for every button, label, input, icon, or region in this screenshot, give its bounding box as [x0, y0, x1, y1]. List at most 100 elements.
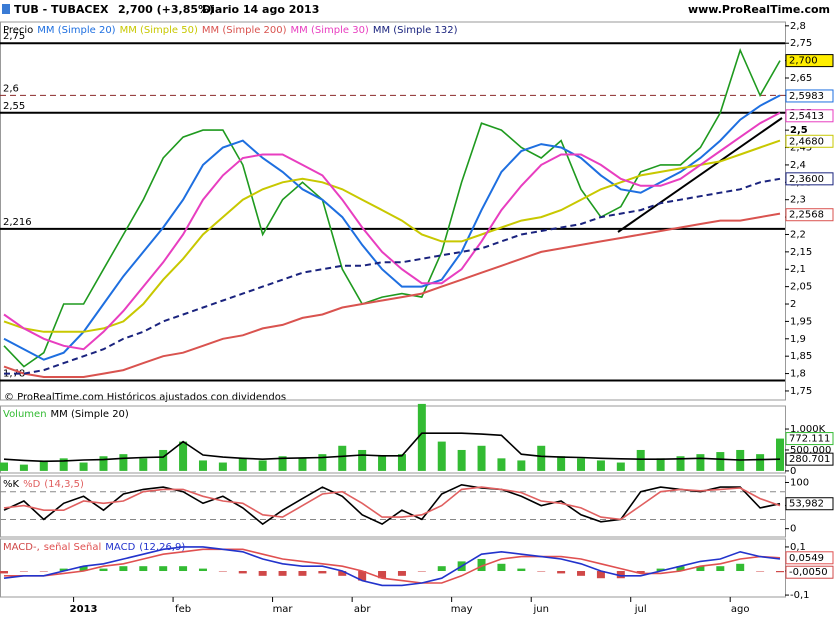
level-label: 2,6: [3, 83, 19, 94]
y-tick-label: 2,1: [790, 264, 806, 275]
bar: [616, 571, 625, 579]
bar: [517, 568, 526, 572]
bar: [537, 571, 546, 572]
legend-entry: señal Señal: [44, 542, 102, 553]
bar: [298, 458, 307, 471]
bar: [59, 568, 68, 572]
level-label: 2,55: [3, 101, 25, 112]
bar: [0, 462, 8, 471]
bar: [159, 449, 168, 471]
value-tag: [785, 54, 834, 68]
bar: [596, 460, 605, 471]
bar: [577, 571, 586, 576]
value-tag-label: 2,2568: [789, 210, 824, 221]
legend: MACD-, señal Señal MACD (12,26,9): [3, 542, 185, 553]
bar: [378, 456, 387, 471]
bar: [218, 571, 227, 572]
y-tick-label: 100: [790, 477, 809, 488]
value-tag-label: 0,0549: [789, 553, 824, 564]
y-tick-label: -0,1: [790, 590, 810, 601]
bar: [537, 445, 546, 471]
value-tag-label: 2,5983: [789, 91, 824, 102]
value-tag-label: 2,3600: [789, 174, 824, 185]
legend-entry: MM (Simple 132): [373, 25, 458, 36]
legend-entry: MM (Simple 200): [202, 25, 287, 36]
y-tick-label: 2,5: [790, 125, 808, 136]
series-line: [3, 212, 781, 378]
bar: [358, 571, 367, 581]
level-label: 2,75: [3, 31, 25, 42]
bar: [378, 571, 387, 579]
bar: [417, 403, 426, 471]
legend-entry: MACD-,: [3, 542, 40, 553]
legend-entry: Volumen: [3, 409, 47, 420]
bar: [99, 568, 108, 572]
bar: [19, 464, 28, 471]
bar: [338, 445, 347, 471]
value-tag-label: 2,4680: [789, 136, 824, 147]
legend-entry: %K: [3, 479, 20, 490]
y-tick-label: 2,8: [790, 21, 806, 32]
series-line: [3, 486, 781, 521]
bar: [119, 454, 128, 471]
bar: [696, 566, 705, 572]
bar: [557, 571, 566, 574]
period: Diario 14 ago 2013: [202, 3, 319, 16]
value-tag-label: 2,700: [789, 56, 818, 67]
bar: [437, 566, 446, 572]
bar: [437, 441, 446, 471]
value-tag: [785, 565, 834, 579]
legend-entry: MACD: [105, 542, 135, 553]
bar: [696, 454, 705, 471]
bar: [238, 458, 247, 471]
bar: [676, 456, 685, 471]
y-tick-label: 1,8: [790, 369, 806, 380]
y-tick-label: 2,4: [790, 160, 806, 171]
bar: [656, 458, 665, 471]
bar: [278, 571, 287, 576]
bar: [198, 568, 207, 572]
bar: [477, 558, 486, 572]
bar: [258, 571, 267, 576]
bar: [477, 445, 486, 471]
y-tick-label: 2,65: [790, 73, 812, 84]
bar: [397, 571, 406, 576]
bar: [159, 566, 168, 572]
bar: [497, 458, 506, 471]
footer: © ProRealTime.com Históricos ajustados c…: [4, 391, 286, 403]
bar: [636, 449, 645, 471]
bar: [0, 571, 8, 574]
bar: [318, 571, 327, 574]
series-line: [3, 111, 781, 351]
bar: [59, 458, 68, 471]
site: www.ProRealTime.com: [688, 3, 830, 16]
y-tick-label: 2,3: [790, 195, 806, 206]
bar: [79, 566, 88, 572]
series-line: [3, 47, 781, 368]
x-tick-label: ago: [731, 604, 750, 615]
y-tick-label: 2,75: [790, 38, 812, 49]
value-tag-label: 772.111: [789, 434, 830, 445]
legend: %K %D (14,3,5): [3, 479, 84, 490]
bar: [338, 571, 347, 576]
value-tag-label: 2,5413: [789, 111, 824, 122]
quote: 2,700 (+3,85%): [118, 3, 214, 16]
value-tag: [785, 497, 834, 511]
bar: [278, 456, 287, 471]
bar: [179, 441, 188, 471]
legend-params: (14,3,5): [44, 479, 84, 490]
value-tag: [785, 452, 834, 466]
bar: [716, 566, 725, 572]
icon: [2, 4, 10, 14]
legend: Volumen MM (Simple 20): [3, 409, 129, 420]
value-tag: [785, 432, 834, 446]
x-tick-label: mar: [273, 604, 294, 615]
bar: [358, 449, 367, 471]
bar: [417, 571, 426, 572]
bar: [676, 566, 685, 572]
series-line: [4, 177, 781, 375]
legend-entry: MM (Simple 50): [120, 25, 198, 36]
value-tag: [785, 109, 834, 123]
bar: [19, 571, 28, 572]
